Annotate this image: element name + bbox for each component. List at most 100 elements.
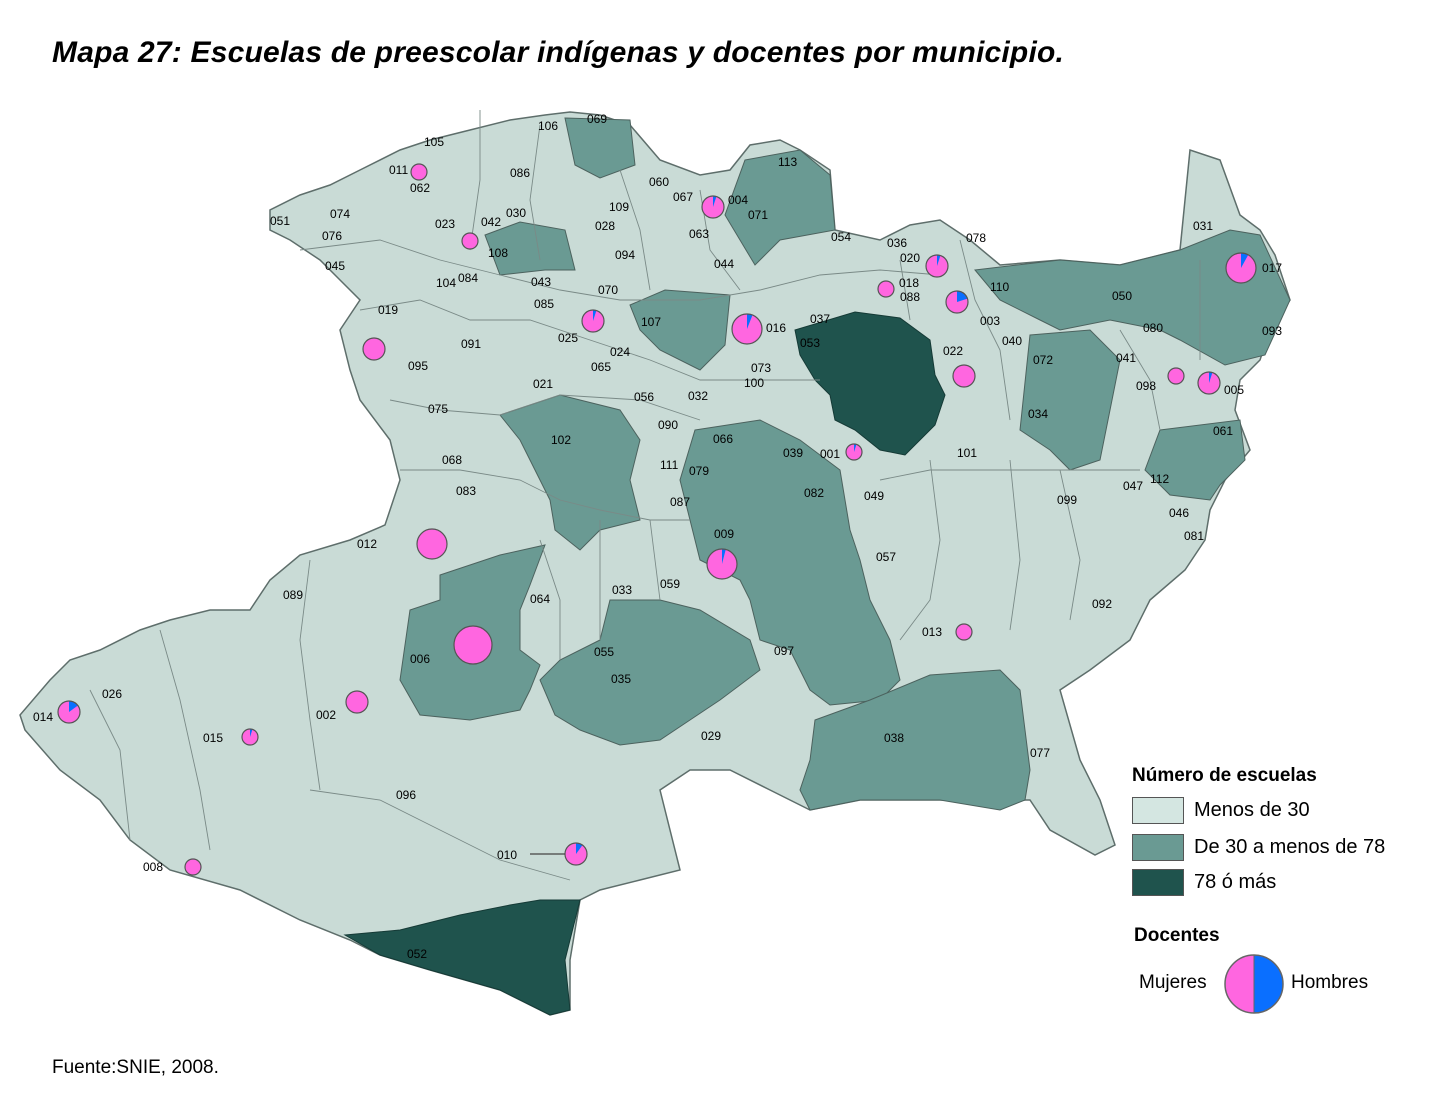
municipality-label-013: 013 xyxy=(922,625,942,639)
municipality-label-095: 095 xyxy=(408,359,428,373)
municipality-label-025: 025 xyxy=(558,331,578,345)
pie-006 xyxy=(453,625,493,665)
legend-swatch-mid xyxy=(1132,834,1184,861)
municipality-label-060: 060 xyxy=(649,175,669,189)
legend-hombres-label: Hombres xyxy=(1291,972,1369,993)
pie-023 xyxy=(461,232,479,250)
pie-hombres-017 xyxy=(1241,253,1249,268)
municipality-label-005: 005 xyxy=(1224,383,1244,397)
municipality-label-092: 092 xyxy=(1092,597,1112,611)
pie-hombres-015 xyxy=(250,729,253,737)
municipality-label-094: 094 xyxy=(615,248,635,262)
municipality-label-006: 006 xyxy=(410,652,430,666)
municipality-label-037: 037 xyxy=(810,312,830,326)
municipality-label-033: 033 xyxy=(612,583,632,597)
high-class-regions xyxy=(343,311,946,1016)
municipality-label-083: 083 xyxy=(456,484,476,498)
municipality-label-009: 009 xyxy=(714,527,734,541)
legend-swatch-high xyxy=(1132,869,1184,896)
pie-hombres-009 xyxy=(722,549,726,564)
municipality-label-099: 099 xyxy=(1057,493,1077,507)
pie-mujeres-023 xyxy=(462,233,478,249)
pie-004 xyxy=(701,195,725,219)
pie-hombres-016 xyxy=(747,314,753,329)
municipality-label-075: 075 xyxy=(428,402,448,416)
municipality-label-046: 046 xyxy=(1169,506,1189,520)
municipality-label-044: 044 xyxy=(714,257,734,271)
municipality-label-106: 106 xyxy=(538,119,558,133)
municipality-label-016: 016 xyxy=(766,321,786,335)
municipality-label-082: 082 xyxy=(804,486,824,500)
municipality-borders xyxy=(89,110,1201,881)
municipality-label-063: 063 xyxy=(689,227,709,241)
pie-hombres-010 xyxy=(576,843,583,854)
pie-012 xyxy=(416,528,448,560)
municipality-label-035: 035 xyxy=(611,672,631,686)
municipality-label-011: 011 xyxy=(389,163,408,177)
pie-mujeres-012 xyxy=(417,529,447,559)
pie-mujeres-098 xyxy=(1168,368,1184,384)
legend-pie-hombres xyxy=(1254,955,1283,1013)
municipality-label-004: 004 xyxy=(728,193,748,207)
pie-025 xyxy=(581,309,605,333)
municipality-label-089: 089 xyxy=(283,588,303,602)
municipality-label-110: 110 xyxy=(990,280,1009,294)
municipality-label-073: 073 xyxy=(751,361,771,375)
municipality-label-022: 022 xyxy=(943,344,963,358)
pie-hombres-001 xyxy=(854,444,857,452)
legend-swatch-low xyxy=(1132,797,1184,824)
municipality-label-108: 108 xyxy=(488,246,508,260)
pie-mujeres-018 xyxy=(878,281,894,297)
municipality-label-090: 090 xyxy=(658,418,678,432)
municipality-label-059: 059 xyxy=(660,577,680,591)
pie-017 xyxy=(1225,252,1257,284)
municipality-label-057: 057 xyxy=(876,550,896,564)
mid-class-regions xyxy=(399,117,1291,811)
municipality-label-012: 012 xyxy=(357,537,377,551)
municipality-label-085: 085 xyxy=(534,297,554,311)
municipality-label-024: 024 xyxy=(610,345,630,359)
municipality-label-029: 029 xyxy=(701,729,721,743)
municipality-label-026: 026 xyxy=(102,687,122,701)
pie-mujeres-013 xyxy=(956,624,972,640)
municipality-label-078: 078 xyxy=(966,231,986,245)
municipality-label-003: 003 xyxy=(980,314,1000,328)
municipality-label-102: 102 xyxy=(551,433,571,447)
pie-019 xyxy=(362,337,386,361)
legend-schools-title: Número de escuelas xyxy=(1132,765,1317,786)
municipality-label-062: 062 xyxy=(410,181,430,195)
municipality-label-038: 038 xyxy=(884,731,904,745)
pie-mujeres-022 xyxy=(953,365,975,387)
legend-teachers-title: Docentes xyxy=(1134,925,1220,946)
municipality-label-028: 028 xyxy=(595,219,615,233)
pie-mujeres-008 xyxy=(185,859,201,875)
municipality-label-088: 088 xyxy=(900,290,920,304)
map-title: Mapa 27: Escuelas de preescolar indígena… xyxy=(52,36,1065,69)
municipality-label-068: 068 xyxy=(442,453,462,467)
municipality-labels: 001 002 003 004 005 006 008 009 010 011 012 013 014 0… xyxy=(33,112,1282,961)
municipality-label-053: 053 xyxy=(800,336,820,350)
municipality-label-064: 064 xyxy=(530,592,550,606)
pie-018 xyxy=(877,280,895,298)
municipality-label-054: 054 xyxy=(831,230,851,244)
municipality-label-041: 041 xyxy=(1116,351,1136,365)
pie-001 xyxy=(845,443,863,461)
municipality-label-021: 021 xyxy=(533,377,553,391)
municipality-label-070: 070 xyxy=(598,283,618,297)
municipality-label-061: 061 xyxy=(1213,424,1233,438)
municipality-label-047: 047 xyxy=(1123,479,1143,493)
municipality-label-077: 077 xyxy=(1030,746,1050,760)
municipality-label-111: 111 xyxy=(660,458,679,472)
pie-022 xyxy=(952,364,976,388)
municipality-label-107: 107 xyxy=(641,315,661,329)
pie-010 xyxy=(564,842,588,866)
municipality-label-008: 008 xyxy=(143,860,163,874)
legend-label-high: 78 ó más xyxy=(1194,871,1277,893)
municipality-label-040: 040 xyxy=(1002,334,1022,348)
municipality-label-050: 050 xyxy=(1112,289,1132,303)
municipality-label-056: 056 xyxy=(634,390,654,404)
legend-pie xyxy=(1224,954,1284,1014)
municipality-label-034: 034 xyxy=(1028,407,1048,421)
municipality-label-030: 030 xyxy=(506,206,526,220)
